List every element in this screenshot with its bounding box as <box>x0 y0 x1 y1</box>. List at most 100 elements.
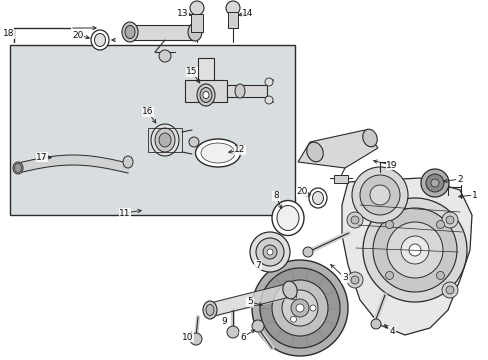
Ellipse shape <box>306 142 323 162</box>
Circle shape <box>436 221 444 229</box>
Ellipse shape <box>13 162 23 174</box>
Circle shape <box>266 249 272 255</box>
Circle shape <box>190 333 202 345</box>
Circle shape <box>372 208 456 292</box>
Text: 18: 18 <box>3 30 15 39</box>
Ellipse shape <box>308 188 326 208</box>
Ellipse shape <box>235 84 244 98</box>
Circle shape <box>385 271 393 279</box>
Ellipse shape <box>151 124 179 156</box>
Circle shape <box>400 236 428 264</box>
Text: 14: 14 <box>242 9 253 18</box>
Text: 12: 12 <box>234 145 245 154</box>
Ellipse shape <box>271 201 304 235</box>
Bar <box>226 85 266 97</box>
Bar <box>227 12 238 28</box>
Polygon shape <box>341 178 471 335</box>
Text: 11: 11 <box>119 208 130 217</box>
Circle shape <box>346 212 362 228</box>
Bar <box>198 58 214 100</box>
Circle shape <box>303 247 312 257</box>
Circle shape <box>264 96 272 104</box>
Circle shape <box>408 244 420 256</box>
Bar <box>191 14 203 32</box>
Ellipse shape <box>91 30 109 50</box>
Circle shape <box>369 185 389 205</box>
Ellipse shape <box>94 33 105 46</box>
Ellipse shape <box>159 133 171 147</box>
Circle shape <box>249 232 289 272</box>
Ellipse shape <box>201 143 235 163</box>
Ellipse shape <box>15 163 21 172</box>
Text: 19: 19 <box>386 161 397 170</box>
Bar <box>148 128 182 152</box>
Ellipse shape <box>362 129 376 147</box>
Circle shape <box>282 290 317 326</box>
Ellipse shape <box>203 301 217 319</box>
Text: 1: 1 <box>471 190 477 199</box>
Text: 17: 17 <box>36 153 48 162</box>
Bar <box>184 80 226 102</box>
Text: 20: 20 <box>296 188 307 197</box>
Circle shape <box>295 304 304 312</box>
Text: 9: 9 <box>221 318 226 327</box>
Circle shape <box>370 319 380 329</box>
Ellipse shape <box>125 26 135 39</box>
Circle shape <box>264 78 272 86</box>
Ellipse shape <box>282 281 297 299</box>
Circle shape <box>290 294 296 300</box>
Circle shape <box>425 174 443 192</box>
Text: 7: 7 <box>255 261 260 270</box>
Polygon shape <box>297 130 377 168</box>
Circle shape <box>190 1 203 15</box>
Circle shape <box>290 299 308 317</box>
Ellipse shape <box>205 305 214 315</box>
Text: 4: 4 <box>388 328 394 337</box>
Circle shape <box>445 216 453 224</box>
Circle shape <box>385 221 393 229</box>
Text: 6: 6 <box>240 333 245 342</box>
Circle shape <box>225 1 240 15</box>
Text: 10: 10 <box>182 333 193 342</box>
Ellipse shape <box>195 139 240 167</box>
Circle shape <box>260 268 339 348</box>
Circle shape <box>309 305 315 311</box>
Circle shape <box>441 212 457 228</box>
Circle shape <box>351 167 407 223</box>
Circle shape <box>359 175 399 215</box>
Circle shape <box>256 238 284 266</box>
Circle shape <box>436 271 444 279</box>
Text: 16: 16 <box>142 108 153 117</box>
Circle shape <box>386 222 442 278</box>
Circle shape <box>441 282 457 298</box>
Circle shape <box>430 179 438 187</box>
Circle shape <box>251 320 264 332</box>
Circle shape <box>445 286 453 294</box>
Ellipse shape <box>122 22 138 42</box>
Circle shape <box>346 272 362 288</box>
Circle shape <box>159 50 171 62</box>
Ellipse shape <box>187 23 202 41</box>
Circle shape <box>263 245 276 259</box>
Ellipse shape <box>123 156 133 168</box>
Bar <box>130 25 195 40</box>
Circle shape <box>226 326 239 338</box>
Text: 13: 13 <box>177 9 188 18</box>
Ellipse shape <box>197 84 215 106</box>
Circle shape <box>350 216 358 224</box>
Circle shape <box>290 316 296 322</box>
Text: 3: 3 <box>342 274 347 283</box>
Text: 8: 8 <box>273 192 278 201</box>
Text: 20: 20 <box>72 31 83 40</box>
Ellipse shape <box>312 192 323 204</box>
Circle shape <box>189 137 199 147</box>
Ellipse shape <box>276 206 298 230</box>
Text: 15: 15 <box>186 68 197 77</box>
Circle shape <box>362 198 466 302</box>
Ellipse shape <box>155 128 175 152</box>
Text: 2: 2 <box>456 175 462 184</box>
Bar <box>333 175 347 183</box>
Ellipse shape <box>203 91 208 99</box>
Circle shape <box>420 169 448 197</box>
Text: 5: 5 <box>246 297 252 306</box>
